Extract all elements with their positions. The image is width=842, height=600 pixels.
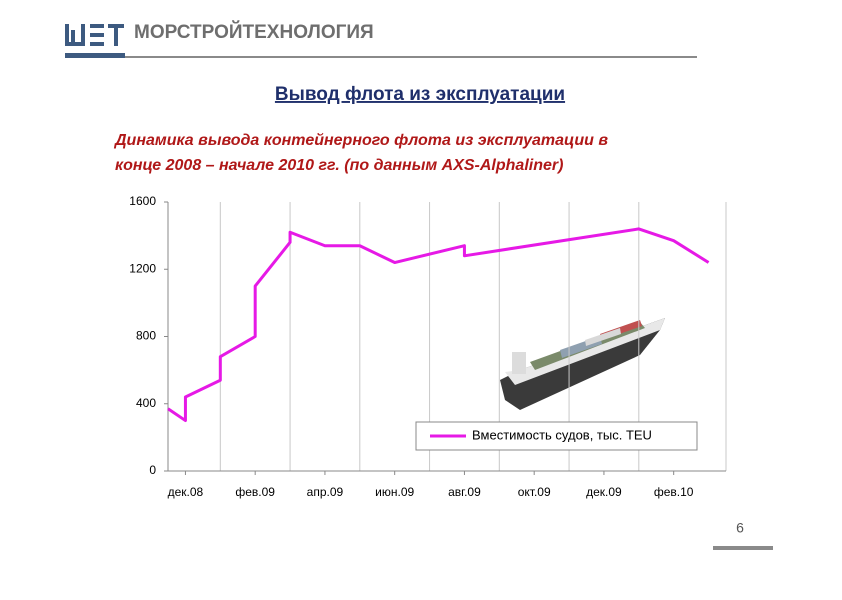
company-name: МОРСТРОЙТЕХНОЛОГИЯ [134, 21, 374, 43]
header-accent [65, 53, 125, 58]
x-tick-label: июн.09 [375, 485, 414, 499]
y-tick-label: 1600 [129, 194, 156, 208]
y-tick-label: 0 [149, 463, 156, 477]
footer-bar [713, 546, 773, 550]
legend-label: Вместимость судов, тыс. TEU [472, 427, 652, 442]
page-number: 6 [736, 520, 744, 536]
x-tick-label: дек.09 [586, 485, 622, 499]
x-tick-label: апр.09 [307, 485, 344, 499]
y-tick-label: 800 [136, 329, 156, 343]
x-tick-label: фев.09 [235, 485, 275, 499]
ship-image [500, 318, 665, 410]
y-tick-label: 400 [136, 396, 156, 410]
x-tick-label: дек.08 [168, 485, 204, 499]
logo [65, 24, 124, 46]
y-tick-label: 1200 [129, 261, 156, 275]
x-tick-label: фев.10 [654, 485, 694, 499]
data-line [167, 227, 710, 423]
chart-title: Динамика вывода контейнерного флота из э… [113, 132, 608, 149]
chart-title: конце 2008 – начале 2010 гг. (по данным … [115, 157, 563, 174]
x-tick-label: авг.09 [448, 485, 481, 499]
x-tick-label: окт.09 [518, 485, 551, 499]
slide-title: Вывод флота из эксплуатации [275, 84, 565, 105]
